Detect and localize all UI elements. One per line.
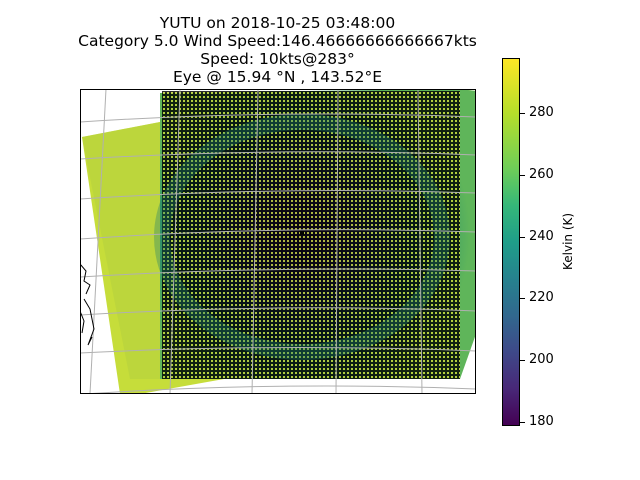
colorbar-tick-label: 200 [529, 352, 554, 367]
grid-marks [162, 91, 460, 379]
map-plot [80, 89, 476, 394]
colorbar-tick-label: 220 [529, 290, 554, 305]
colorbar-tick-label: 180 [529, 414, 554, 429]
colorbar-tick [520, 422, 525, 423]
colorbar-tick [520, 298, 525, 299]
colorbar-tick-label: 240 [529, 229, 554, 244]
storm-eye-marker [300, 231, 304, 235]
satellite-map [80, 89, 476, 394]
colorbar-title: Kelvin (K) [561, 212, 575, 270]
title-line-speed: Speed: 10kts@283° [200, 50, 355, 68]
title-line-storm: YUTU on 2018-10-25 03:48:00 [159, 14, 396, 32]
storm-ring [154, 114, 450, 360]
colorbar-tick [520, 360, 525, 361]
graticule [80, 89, 476, 394]
colorbar-tick [520, 237, 525, 238]
colorbar-tick-label: 260 [529, 167, 554, 182]
colorbar-tick-label: 280 [529, 105, 554, 120]
title-line-eye: Eye @ 15.94 °N , 143.52°E [172, 68, 383, 86]
colorbar [502, 58, 520, 426]
plot-border [80, 89, 476, 394]
swath-texture [82, 122, 160, 379]
title-line-category: Category 5.0 Wind Speed:146.466666666666… [78, 32, 477, 50]
colorbar-tick [520, 113, 525, 114]
coastline [80, 263, 95, 346]
colorbar-tick [520, 175, 525, 176]
